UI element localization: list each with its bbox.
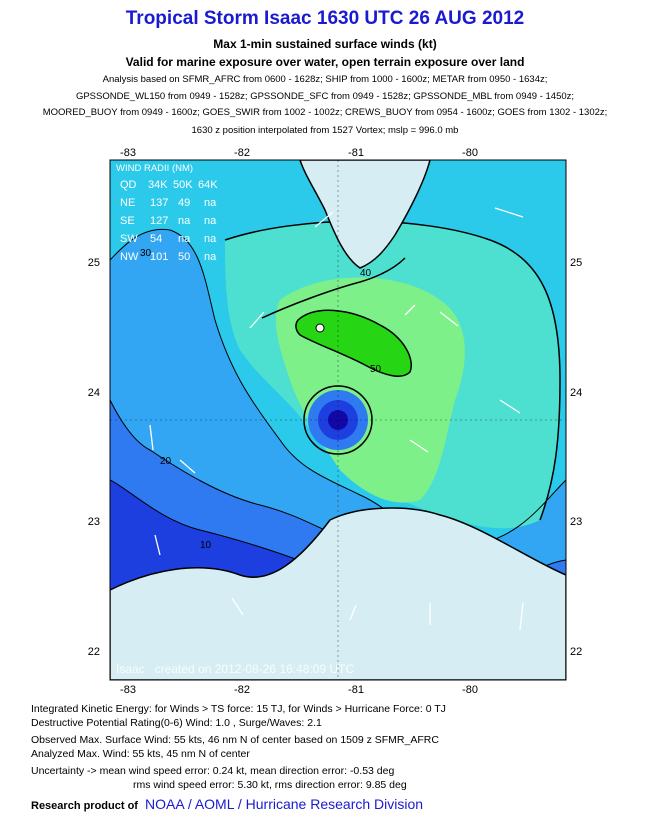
uncertainty-line-2: rms wind speed error: 5.30 kt, rms direc… (133, 779, 407, 791)
wind-max-core (295, 309, 412, 377)
lon-tick-bottom-1: -83 (120, 684, 136, 696)
research-credit: Research product of NOAA / AOML / Hurric… (31, 796, 423, 812)
analyzed-max-line: Analyzed Max. Wind: 55 kts, 45 nm N of c… (31, 748, 250, 760)
contour-label-50: 50 (370, 364, 382, 375)
wind-radii-nw-50k: 50 (178, 251, 190, 263)
wind-arrow (519, 602, 524, 631)
contour-label-40: 40 (360, 268, 372, 279)
wind-arrow (149, 424, 154, 451)
wind-radii-se-quad: SE (120, 215, 135, 227)
wind-radii-header-34k: 34K (148, 179, 168, 191)
wind-radii-ne-50k: 49 (178, 197, 190, 209)
wind-radii-sw-50k: na (178, 233, 191, 245)
wind-radii-sw-34k: 54 (150, 233, 162, 245)
research-org-link[interactable]: NOAA / AOML / Hurricane Research Divisio… (145, 796, 424, 812)
analysis-line-4: 1630 z position interpolated from 1527 V… (191, 125, 459, 136)
uncertainty-line-1: Uncertainty -> mean wind speed error: 0.… (31, 765, 395, 777)
lon-tick-top-1: -83 (120, 147, 136, 159)
wind-radii-se-50k: na (178, 215, 191, 227)
wind-radii-nw-quad: NW (120, 251, 139, 263)
wind-radii-table: WIND RADII (NM) QD 34K 50K 64K NE 137 49… (116, 163, 218, 263)
observed-max-marker (315, 323, 325, 333)
wind-radii-se-64k: na (204, 215, 217, 227)
wind-arrow (409, 439, 429, 453)
lat-tick-left-2: 24 (88, 387, 100, 399)
lat-tick-right-3: 23 (570, 516, 582, 528)
wind-radii-header-50k: 50K (173, 179, 193, 191)
wind-radii-nw-34k: 101 (150, 251, 168, 263)
analysis-line-2: GPSSONDE_WL150 from 0949 - 1528z; GPSSON… (75, 91, 575, 102)
wind-analysis-map: -83 -82 -81 -80 -83 -82 -81 -80 25 24 23… (0, 140, 650, 700)
wind-arrow (179, 459, 196, 474)
lat-tick-left-3: 23 (88, 516, 100, 528)
wind-arrow (499, 399, 521, 414)
lon-tick-bottom-3: -81 (348, 684, 364, 696)
wind-radii-sw-quad: SW (120, 233, 138, 245)
wind-radii-header-64k: 64K (198, 179, 218, 191)
wind-arrow (249, 311, 265, 329)
center-crosshair (110, 160, 566, 680)
lat-tick-left-1: 25 (88, 257, 100, 269)
wind-arrow (231, 597, 244, 616)
wind-radii-ne-34k: 137 (150, 197, 168, 209)
contour-label-20: 20 (160, 456, 172, 467)
lon-tick-top-3: -81 (348, 147, 364, 159)
lon-tick-bottom-2: -82 (234, 684, 250, 696)
subtitle-valid: Valid for marine exposure over water, op… (125, 55, 525, 69)
research-label: Research product of (31, 800, 138, 812)
florida-peninsula (299, 160, 431, 269)
wind-arrow (314, 211, 334, 228)
lon-tick-top-4: -80 (462, 147, 478, 159)
wind-arrow (404, 304, 416, 316)
observed-max-line: Observed Max. Surface Wind: 55 kts, 46 n… (31, 734, 439, 746)
lon-tick-top-2: -82 (234, 147, 250, 159)
subtitle-winds: Max 1-min sustained surface winds (kt) (213, 37, 437, 51)
wind-radii-se-34k: 127 (150, 215, 168, 227)
keys-chain (261, 257, 406, 319)
wind-radii-ne-64k: na (204, 197, 217, 209)
analysis-line-3: MOORED_BUOY from 0949 - 1600z; GOES_SWIR… (42, 107, 608, 118)
wind-radii-header-qd: QD (120, 179, 137, 191)
lat-tick-right-4: 22 (570, 646, 582, 658)
lat-tick-left-4: 22 (88, 646, 100, 658)
dpr-line: Destructive Potential Rating(0-6) Wind: … (31, 717, 322, 729)
wind-radii-sw-64k: na (204, 233, 217, 245)
ike-line: Integrated Kinetic Energy: for Winds > T… (31, 703, 446, 715)
contour-label-10: 10 (200, 540, 212, 551)
wind-radii-ne-quad: NE (120, 197, 135, 209)
lon-tick-bottom-4: -80 (462, 684, 478, 696)
created-timestamp: Isaac created on 2012-08-26 16:48:09 UTC (116, 662, 354, 676)
wind-arrow (154, 534, 161, 556)
map-frame (109, 159, 567, 681)
wind-arrow (494, 207, 524, 218)
cuba-coast (110, 507, 566, 680)
page-title: Tropical Storm Isaac 1630 UTC 26 AUG 201… (125, 8, 525, 29)
wind-radii-nw-64k: na (204, 251, 217, 263)
wind-radii-title: WIND RADII (NM) (116, 163, 193, 174)
contour-label-30: 30 (140, 248, 152, 259)
wind-arrow (349, 604, 357, 621)
lat-tick-right-1: 25 (570, 257, 582, 269)
analysis-line-1: Analysis based on SFMR_AFRC from 0600 - … (102, 74, 548, 85)
lat-tick-right-2: 24 (570, 387, 582, 399)
wind-arrow (439, 311, 459, 327)
